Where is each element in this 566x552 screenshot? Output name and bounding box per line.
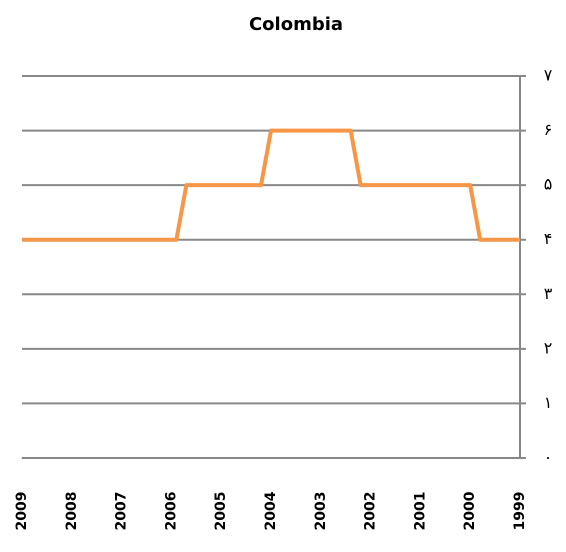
x-tick-label: 2008 — [64, 492, 80, 531]
x-tick-label: 2004 — [263, 491, 279, 530]
x-tick-label: 2003 — [313, 492, 329, 531]
line-series — [22, 128, 520, 242]
x-tick-label: 2006 — [163, 492, 179, 531]
y-tick-label: ۶ — [544, 120, 553, 139]
y-tick-label: ۵ — [544, 175, 553, 194]
x-tick-label: 2002 — [363, 492, 379, 531]
x-tick-label: 2009 — [14, 492, 30, 531]
y-tick-label: ۱ — [544, 393, 553, 412]
x-tick-label: 1999 — [512, 492, 528, 531]
x-tick-label: 2001 — [412, 492, 428, 531]
y-tick-label: ۴ — [544, 229, 553, 248]
x-tick-label: 2005 — [213, 492, 229, 531]
y-tick-label: ۲ — [544, 338, 553, 357]
y-tick-label: ۳ — [544, 284, 553, 303]
x-tick-label: 2007 — [114, 492, 130, 531]
y-tick-label: ۷ — [544, 66, 553, 85]
x-tick-label: 2000 — [462, 491, 478, 530]
y-tick-label: ۰ — [544, 448, 553, 467]
chart-title: Colombia — [249, 14, 343, 35]
